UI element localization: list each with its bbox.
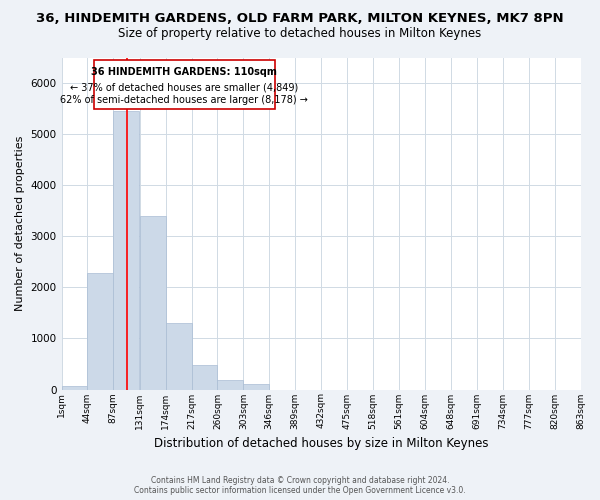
Text: Size of property relative to detached houses in Milton Keynes: Size of property relative to detached ho… <box>118 28 482 40</box>
Bar <box>140 216 166 390</box>
Text: 36, HINDEMITH GARDENS, OLD FARM PARK, MILTON KEYNES, MK7 8PN: 36, HINDEMITH GARDENS, OLD FARM PARK, MI… <box>36 12 564 26</box>
Bar <box>191 365 217 390</box>
Y-axis label: Number of detached properties: Number of detached properties <box>15 136 25 311</box>
FancyBboxPatch shape <box>94 60 275 108</box>
Bar <box>62 386 88 390</box>
Bar <box>244 384 269 390</box>
Text: Contains public sector information licensed under the Open Government Licence v3: Contains public sector information licen… <box>134 486 466 495</box>
Bar <box>88 273 113 390</box>
Bar <box>113 110 139 390</box>
Text: ← 37% of detached houses are smaller (4,849): ← 37% of detached houses are smaller (4,… <box>70 83 298 93</box>
X-axis label: Distribution of detached houses by size in Milton Keynes: Distribution of detached houses by size … <box>154 437 488 450</box>
Text: 36 HINDEMITH GARDENS: 110sqm: 36 HINDEMITH GARDENS: 110sqm <box>91 68 277 78</box>
Text: 62% of semi-detached houses are larger (8,178) →: 62% of semi-detached houses are larger (… <box>61 95 308 105</box>
Bar <box>166 322 191 390</box>
Text: Contains HM Land Registry data © Crown copyright and database right 2024.: Contains HM Land Registry data © Crown c… <box>151 476 449 485</box>
Bar <box>217 380 244 390</box>
